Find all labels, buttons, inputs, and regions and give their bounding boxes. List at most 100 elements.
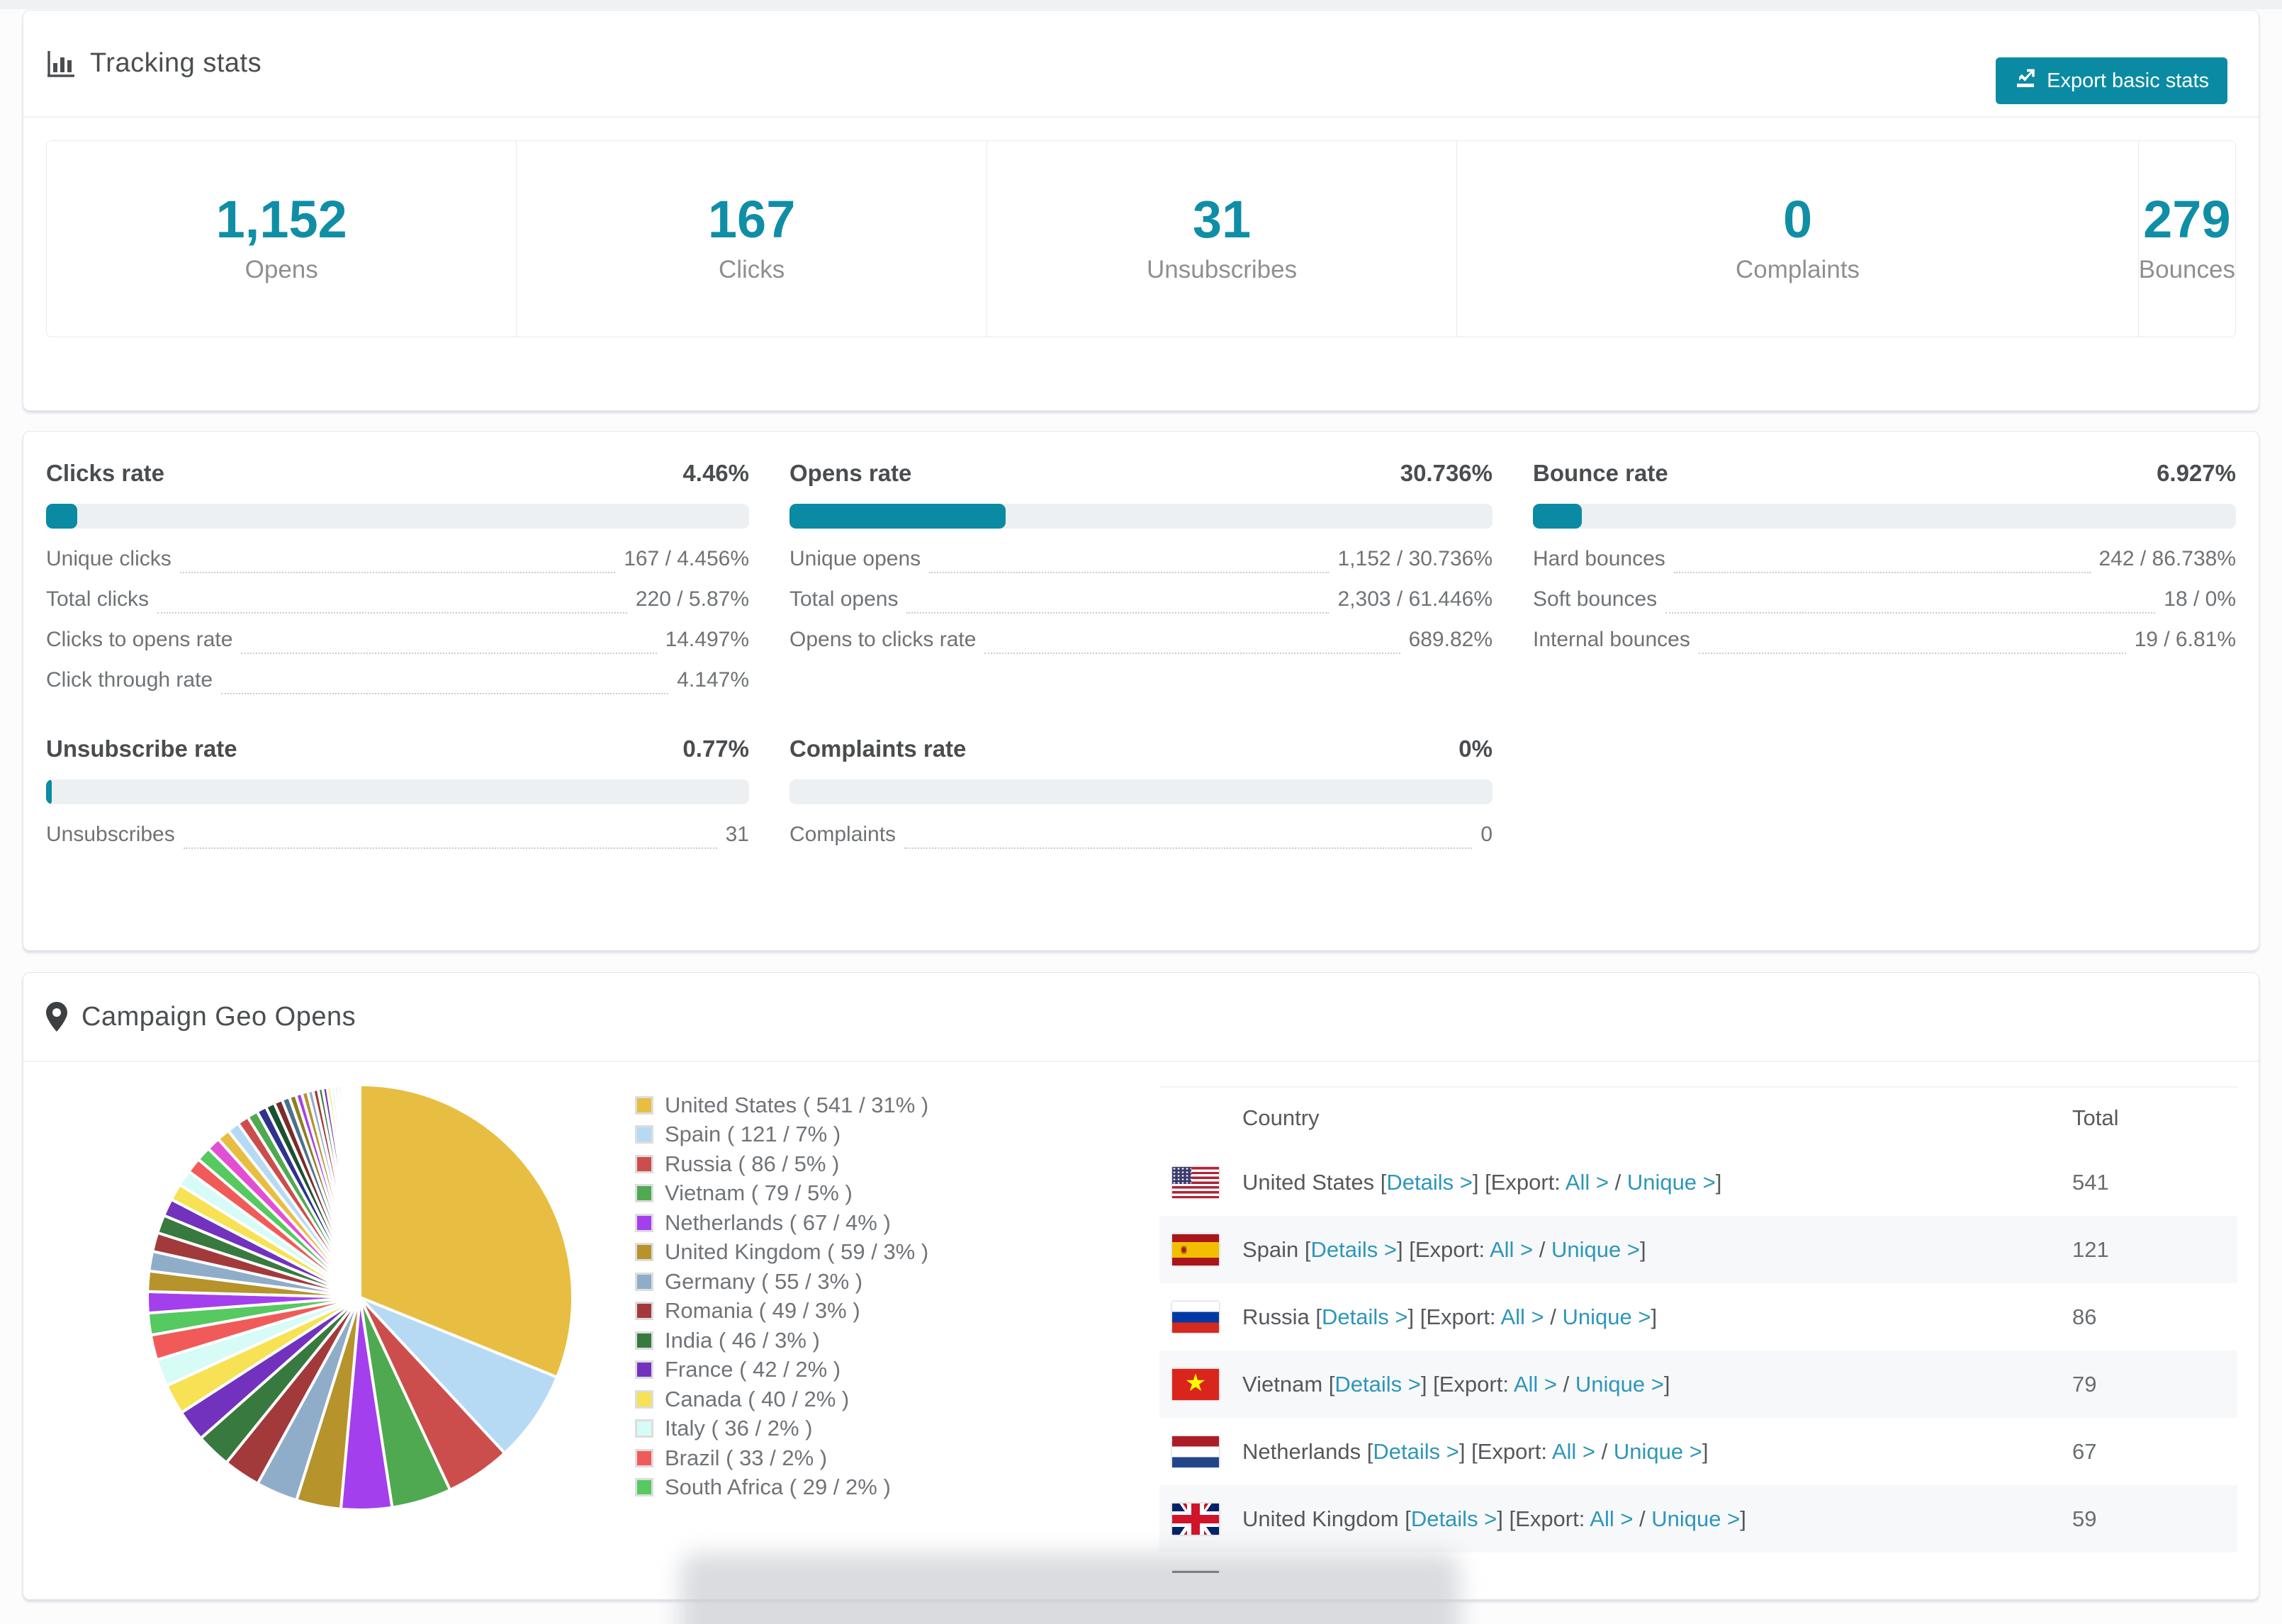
metric-row: Complaints 0 (789, 814, 1493, 855)
details-link[interactable]: Details > (1410, 1506, 1497, 1531)
country-name: United States (1242, 1169, 1375, 1195)
legend-item: South Africa ( 29 / 2% ) (635, 1473, 928, 1503)
country-flag-icon (1172, 1368, 1219, 1400)
legend-item: United Kingdom ( 59 / 3% ) (635, 1238, 928, 1268)
country-flag-icon (1172, 1301, 1219, 1333)
legend-swatch (635, 1272, 653, 1291)
export-unique-link[interactable]: Unique > (1562, 1304, 1651, 1329)
legend-label: Italy ( 36 / 2% ) (665, 1416, 813, 1441)
geo-opens-card: Campaign Geo Opens United States ( 541 /… (23, 972, 2259, 1600)
table-row: United Kingdom [Details >] [Export: All … (1159, 1485, 2237, 1552)
opens-rate-block: Opens rate 30.736% Unique opens 1,152 / … (789, 460, 1493, 700)
legend-swatch (635, 1302, 653, 1321)
details-link[interactable]: Details > (1373, 1438, 1459, 1464)
details-link[interactable]: Details > (1322, 1304, 1408, 1329)
country-flag-icon (1172, 1166, 1219, 1198)
country-name: United Kingdom (1242, 1506, 1399, 1531)
dotted-leader (157, 612, 627, 614)
rate-title: Opens rate (789, 460, 912, 486)
legend-swatch (635, 1213, 653, 1232)
export-icon (2014, 67, 2037, 95)
column-header-country: Country (1242, 1105, 1320, 1130)
dotted-leader (1698, 653, 2126, 654)
stat-box: 1,152 Opens (47, 141, 517, 337)
details-link[interactable]: Details > (1334, 1371, 1421, 1397)
unsubscribe-rate-block: Unsubscribe rate 0.77% Unsubscribes 31 (46, 735, 749, 855)
legend-swatch (635, 1125, 653, 1144)
metric-row: Internal bounces 19 / 6.81% (1533, 619, 2236, 660)
legend-item: Netherlands ( 67 / 4% ) (635, 1208, 928, 1238)
export-all-link[interactable]: All > (1590, 1506, 1634, 1531)
dotted-leader (904, 847, 1473, 849)
metric-row: Opens to clicks rate 689.82% (789, 619, 1493, 660)
rate-value: 0% (1458, 735, 1493, 762)
page-title: Tracking stats (90, 48, 262, 78)
dotted-leader (241, 653, 657, 654)
export-unique-link[interactable]: Unique > (1626, 1169, 1716, 1195)
horizontal-scrollbar-thumb[interactable] (680, 1553, 1460, 1624)
legend-item: Russia ( 86 / 5% ) (635, 1149, 928, 1179)
stat-label: Clicks (718, 256, 785, 283)
geo-opens-title: Campaign Geo Opens (82, 1001, 356, 1032)
stat-value: 1,152 (215, 190, 347, 249)
legend-swatch (635, 1154, 653, 1173)
legend-label: India ( 46 / 3% ) (665, 1327, 820, 1353)
details-link[interactable]: Details > (1310, 1236, 1398, 1262)
export-all-link[interactable]: All > (1513, 1371, 1558, 1397)
country-total: 121 (2072, 1236, 2109, 1262)
table-row: Russia [Details >] [Export: All > / Uniq… (1159, 1283, 2237, 1350)
rate-title: Bounce rate (1533, 460, 1668, 486)
country-flag-icon (1172, 1234, 1219, 1265)
metric-row: Total opens 2,303 / 61.446% (789, 579, 1493, 619)
dotted-leader (1665, 612, 2156, 614)
complaints-rate-progressbar (789, 779, 1493, 804)
country-name: Spain (1242, 1236, 1299, 1262)
dotted-leader (179, 572, 616, 573)
stat-value: 279 (2143, 190, 2231, 249)
country-total: 86 (2072, 1304, 2097, 1329)
legend-item: United States ( 541 / 31% ) (635, 1090, 928, 1120)
dotted-leader (929, 572, 1330, 573)
metric-row: Click through rate 4.147% (46, 660, 749, 700)
map-pin-icon (46, 1002, 67, 1032)
export-unique-link[interactable]: Unique > (1575, 1371, 1664, 1397)
legend-item: Vietnam ( 79 / 5% ) (635, 1179, 928, 1209)
summary-stats-row: 1,152 Opens 167 Clicks 31 Unsubscribes 0… (46, 140, 2236, 337)
stat-box: 167 Clicks (517, 141, 987, 337)
export-all-link[interactable]: All > (1500, 1304, 1544, 1329)
legend-label: Brazil ( 33 / 2% ) (665, 1445, 828, 1470)
legend-swatch (635, 1184, 653, 1203)
country-name: Netherlands (1242, 1438, 1361, 1464)
legend-swatch (635, 1478, 653, 1497)
geo-pie-chart[interactable] (142, 1080, 578, 1515)
complaints-rate-block: Complaints rate 0% Complaints 0 (789, 735, 1493, 855)
country-total: 59 (2072, 1506, 2097, 1531)
table-row: Vietnam [Details >] [Export: All > / Uni… (1159, 1350, 2237, 1418)
legend-swatch (635, 1389, 653, 1409)
export-all-link[interactable]: All > (1551, 1438, 1596, 1464)
export-unique-link[interactable]: Unique > (1651, 1506, 1741, 1531)
metric-row: Unique clicks 167 / 4.456% (46, 538, 749, 579)
export-all-link[interactable]: All > (1565, 1169, 1609, 1195)
rate-value: 4.46% (682, 460, 749, 486)
export-all-link[interactable]: All > (1489, 1236, 1534, 1262)
rate-value: 30.736% (1400, 460, 1493, 486)
bounce-rate-progressbar (1533, 504, 2236, 529)
stat-box: 279 Bounces (2139, 141, 2235, 337)
dotted-leader (1673, 572, 2091, 573)
legend-label: United States ( 541 / 31% ) (665, 1092, 929, 1117)
export-basic-stats-button[interactable]: Export basic stats (1996, 57, 2227, 104)
pie-legend: United States ( 541 / 31% ) Spain ( 121 … (635, 1090, 928, 1502)
legend-label: Russia ( 86 / 5% ) (665, 1151, 840, 1176)
legend-swatch (635, 1095, 653, 1115)
bounce-rate-block: Bounce rate 6.927% Hard bounces 242 / 86… (1533, 460, 2236, 700)
legend-swatch (635, 1243, 653, 1262)
metric-row: Unique opens 1,152 / 30.736% (789, 538, 1493, 579)
export-unique-link[interactable]: Unique > (1551, 1236, 1640, 1262)
export-unique-link[interactable]: Unique > (1613, 1438, 1702, 1464)
details-link[interactable]: Details > (1386, 1169, 1473, 1195)
rate-title: Clicks rate (46, 460, 164, 486)
legend-swatch (635, 1448, 653, 1467)
legend-item: France ( 42 / 2% ) (635, 1355, 928, 1385)
